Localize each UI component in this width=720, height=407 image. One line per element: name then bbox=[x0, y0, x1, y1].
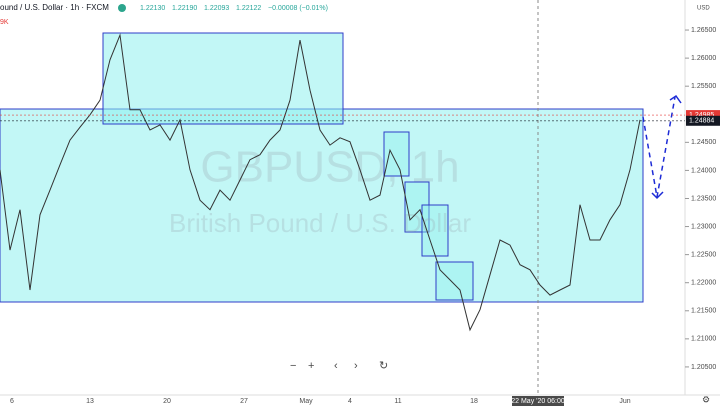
price-label-box bbox=[686, 110, 720, 121]
close: 1.22122 bbox=[236, 5, 261, 12]
y-tick-label: 1.21000 bbox=[691, 336, 716, 343]
status-dot bbox=[118, 4, 126, 12]
y-tick-label: 1.20500 bbox=[691, 364, 716, 371]
y-tick-label: 1.21500 bbox=[691, 308, 716, 315]
x-tick-label: 18 bbox=[470, 398, 478, 405]
symbol: ound / U.S. Dollar · 1h · FXCM bbox=[0, 3, 109, 12]
watermark: GBPUSD, 1h bbox=[200, 143, 459, 192]
currency: USD bbox=[697, 6, 710, 12]
x-tick-label: 6 bbox=[10, 398, 14, 405]
price-label-box bbox=[686, 115, 720, 126]
zone-box bbox=[102, 32, 344, 125]
scroll-right[interactable]: › bbox=[354, 360, 358, 372]
price-label: 1.24985 bbox=[689, 112, 714, 119]
x-tick-label: Jun bbox=[619, 398, 630, 405]
arrow-head bbox=[651, 191, 664, 200]
price-line bbox=[0, 33, 641, 332]
arrow-head bbox=[669, 94, 682, 104]
scroll-left[interactable]: ‹ bbox=[334, 360, 338, 372]
zoom-in[interactable]: + bbox=[308, 360, 314, 372]
x-tick-label: 27 bbox=[240, 398, 248, 405]
watermark: British Pound / U.S. Dollar bbox=[169, 208, 471, 238]
price-label: 1.24884 bbox=[689, 118, 714, 125]
y-tick-label: 1.22500 bbox=[691, 251, 716, 258]
y-tick-label: 1.26000 bbox=[691, 55, 716, 62]
zone-box bbox=[435, 261, 474, 301]
x-tick-label: 11 bbox=[394, 398, 401, 405]
x-tick-label: May bbox=[299, 398, 313, 405]
x-tick-label: 4 bbox=[348, 398, 352, 405]
y-tick-label: 1.26500 bbox=[691, 27, 716, 34]
open: 1.22130 bbox=[140, 5, 165, 12]
y-tick-label: 1.23500 bbox=[691, 195, 716, 202]
reset[interactable]: ↻ bbox=[379, 360, 388, 372]
y-tick-label: 1.24500 bbox=[691, 139, 716, 146]
y-tick-label: 1.24000 bbox=[691, 167, 716, 174]
settings[interactable]: ⚙ bbox=[702, 394, 710, 404]
x-tick-label: 13 bbox=[86, 398, 94, 405]
x-tick-label: 22 May '20 06:00 bbox=[511, 398, 565, 405]
y-tick-label: 1.23000 bbox=[691, 223, 716, 230]
high: 1.22190 bbox=[172, 5, 197, 12]
y-tick-label: 1.25500 bbox=[691, 83, 716, 90]
time-cursor-label bbox=[512, 396, 564, 406]
zone-box bbox=[383, 131, 410, 177]
volume: 9K bbox=[0, 19, 9, 26]
change: −0.00008 (−0.01%) bbox=[268, 5, 328, 12]
y-tick-label: 1.22000 bbox=[691, 280, 716, 287]
toolbar: − + ‹ › ↻ bbox=[290, 360, 388, 372]
zoom-out[interactable]: − bbox=[290, 360, 296, 372]
zone-box bbox=[0, 108, 644, 303]
low: 1.22093 bbox=[204, 5, 229, 12]
zone-box bbox=[421, 204, 449, 257]
x-tick-label: 20 bbox=[163, 398, 171, 405]
